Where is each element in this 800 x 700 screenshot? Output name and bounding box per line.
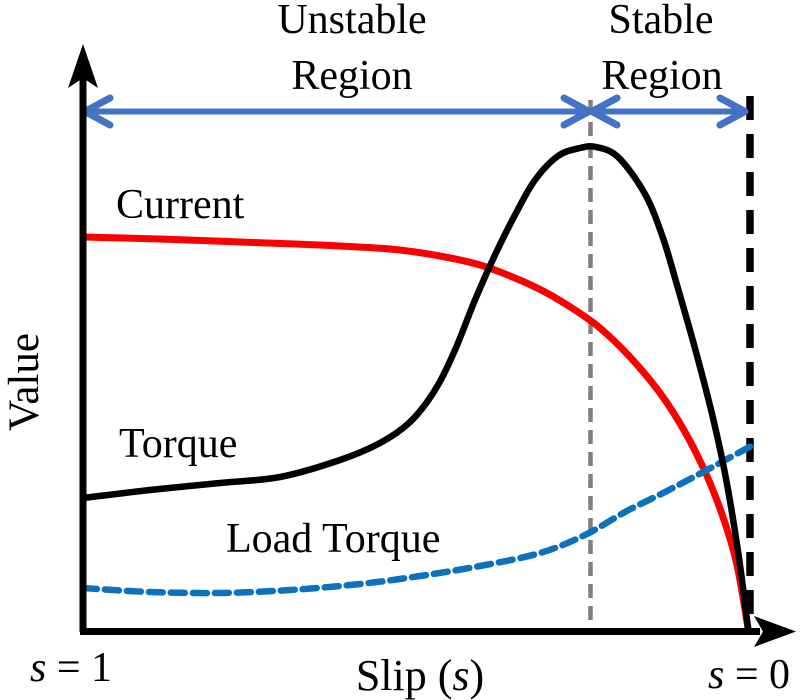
x-axis-right-tick-variable: s — [708, 652, 724, 698]
torque-curve-label: Torque — [119, 421, 237, 467]
x-axis-right-tick-rest: = 0 — [724, 652, 790, 698]
unstable-region-label-line1: Unstable — [277, 0, 426, 43]
x-axis-title-variable: s — [452, 651, 469, 700]
x-axis-title: Slip (s) — [356, 651, 484, 700]
x-axis-left-tick-label: s = 1 — [30, 645, 112, 691]
stable-region-label-line1: Stable — [609, 0, 714, 43]
y-axis-title: Value — [1, 333, 48, 431]
x-axis-left-tick-variable: s — [30, 645, 46, 691]
unstable-region-arrow — [81, 94, 593, 129]
x-axis-arrowhead-icon — [754, 616, 796, 647]
stable-region-label-line2: Region — [601, 53, 722, 99]
y-axis-arrowhead-icon — [68, 44, 98, 88]
current-curve — [79, 233, 752, 632]
load-torque-curve — [79, 441, 757, 597]
torque-curve — [79, 143, 752, 632]
stable-arrow-left-arrowhead-icon — [588, 94, 621, 129]
x-axis-title-suffix: ) — [470, 651, 485, 700]
load-torque-curve-label: Load Torque — [226, 516, 440, 562]
unstable-region-label-line2: Region — [291, 53, 412, 99]
stable-region-arrow — [588, 94, 749, 129]
x-axis-left-tick-rest: = 1 — [46, 645, 112, 691]
x-axis-title-prefix: Slip ( — [356, 651, 453, 700]
current-curve-label: Current — [116, 182, 245, 228]
stable-arrow-right-arrowhead-icon — [716, 94, 749, 129]
x-axis-right-tick-label: s = 0 — [708, 652, 790, 698]
